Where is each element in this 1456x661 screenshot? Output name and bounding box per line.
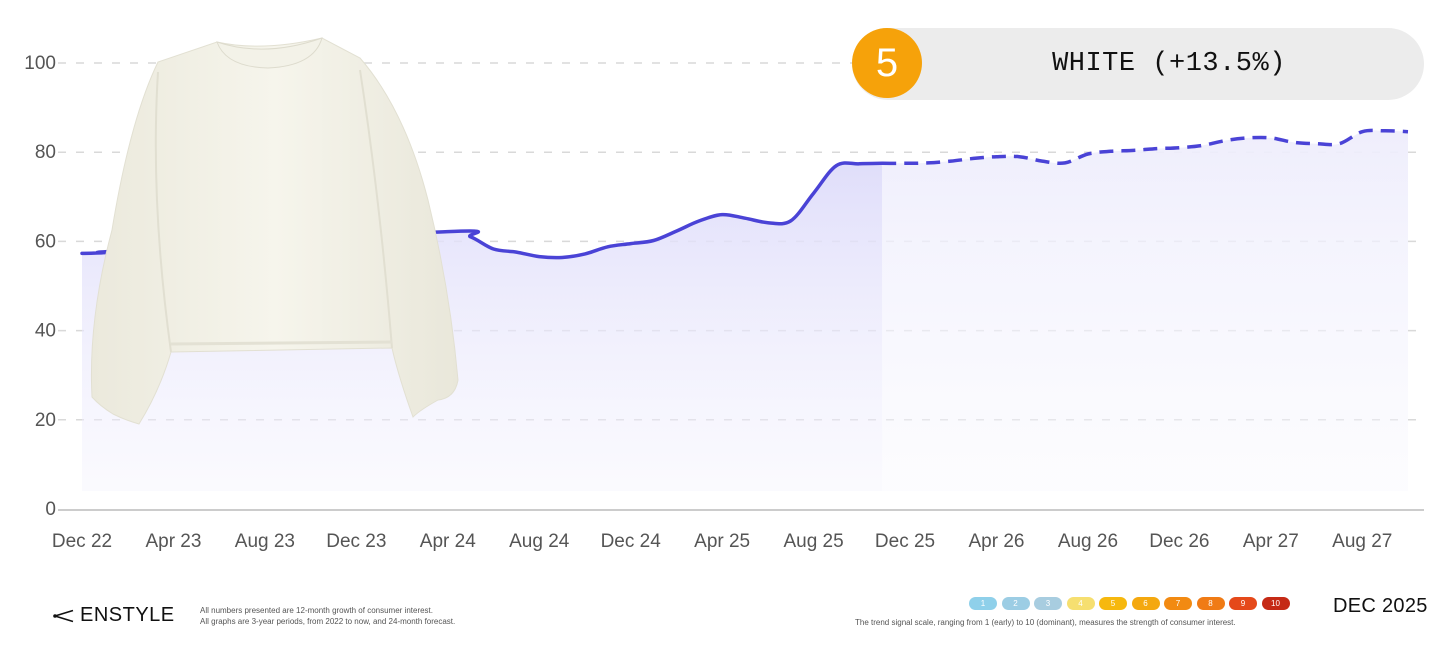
trend-label: WHITE (+13.5%) xyxy=(1052,49,1286,79)
brand-logo: ENSTYLE xyxy=(52,604,175,627)
scale-level-4: 4 xyxy=(1066,597,1095,610)
scale-level-9: 9 xyxy=(1229,597,1257,610)
x-tick-label: Aug 26 xyxy=(1058,531,1118,552)
x-tick-label: Apr 25 xyxy=(694,531,750,552)
scale-level-6: 6 xyxy=(1131,597,1160,610)
scale-level-10: 10 xyxy=(1261,597,1290,610)
scale-level-3: 3 xyxy=(1034,597,1062,610)
scissors-icon xyxy=(53,609,74,622)
forecast-line xyxy=(882,128,1409,166)
x-tick-label: Dec 22 xyxy=(52,531,112,552)
x-tick-label: Apr 26 xyxy=(968,531,1024,552)
x-tick-label: Aug 24 xyxy=(509,531,570,552)
scale-level-5: 5 xyxy=(1099,597,1127,610)
x-tick-label: Aug 27 xyxy=(1332,531,1392,552)
x-tick-label: Aug 25 xyxy=(783,531,843,552)
x-tick-label: Apr 23 xyxy=(145,531,201,552)
report-date: DEC 2025 xyxy=(1333,595,1428,617)
x-tick-label: Dec 25 xyxy=(875,531,935,552)
y-tick-label: 0 xyxy=(45,499,56,520)
y-tick-label: 100 xyxy=(24,53,56,74)
sweater-image xyxy=(90,37,459,425)
trend-chart: 0 20 40 60 80 100 Dec 22 Apr 23 Aug 23 Dec 23 Apr … xyxy=(24,37,1424,552)
footnote-growth: All numbers presented are 12-month growt… xyxy=(200,606,434,615)
x-tick-label: Apr 27 xyxy=(1243,531,1299,552)
forecast-area xyxy=(882,130,1408,491)
y-tick-label: 20 xyxy=(35,410,56,431)
trend-badge: 5 WHITE (+13.5%) xyxy=(852,28,1424,100)
x-tick-label: Dec 23 xyxy=(326,531,386,552)
y-tick-label: 80 xyxy=(35,142,56,163)
rank-badge: 5 xyxy=(852,28,922,98)
scale-level-7: 7 xyxy=(1164,597,1192,610)
footnote-period: All graphs are 3-year periods, from 2022… xyxy=(200,617,456,626)
footnotes: All numbers presented are 12-month growt… xyxy=(200,605,455,627)
scale-level-8: 8 xyxy=(1196,597,1225,610)
trend-signal-scale: 1 2 3 4 5 6 7 8 9 10 xyxy=(969,597,1294,610)
y-tick-label: 40 xyxy=(35,321,56,342)
x-tick-label: Dec 26 xyxy=(1149,531,1209,552)
scale-level-2: 2 xyxy=(1001,597,1030,610)
brand-name: ENSTYLE xyxy=(80,604,175,626)
scale-level-1: 1 xyxy=(969,597,997,610)
footer: ENSTYLE All numbers presented are 12-mon… xyxy=(0,590,1456,661)
x-tick-label: Apr 24 xyxy=(420,531,476,552)
scale-caption: The trend signal scale, ranging from 1 (… xyxy=(855,618,1236,627)
y-tick-label: 60 xyxy=(35,231,56,252)
x-tick-label: Aug 23 xyxy=(235,531,295,552)
x-tick-label: Dec 24 xyxy=(601,531,662,552)
axes: 0 20 40 60 80 100 Dec 22 Apr 23 Aug 23 Dec 23 Apr … xyxy=(24,53,1424,552)
